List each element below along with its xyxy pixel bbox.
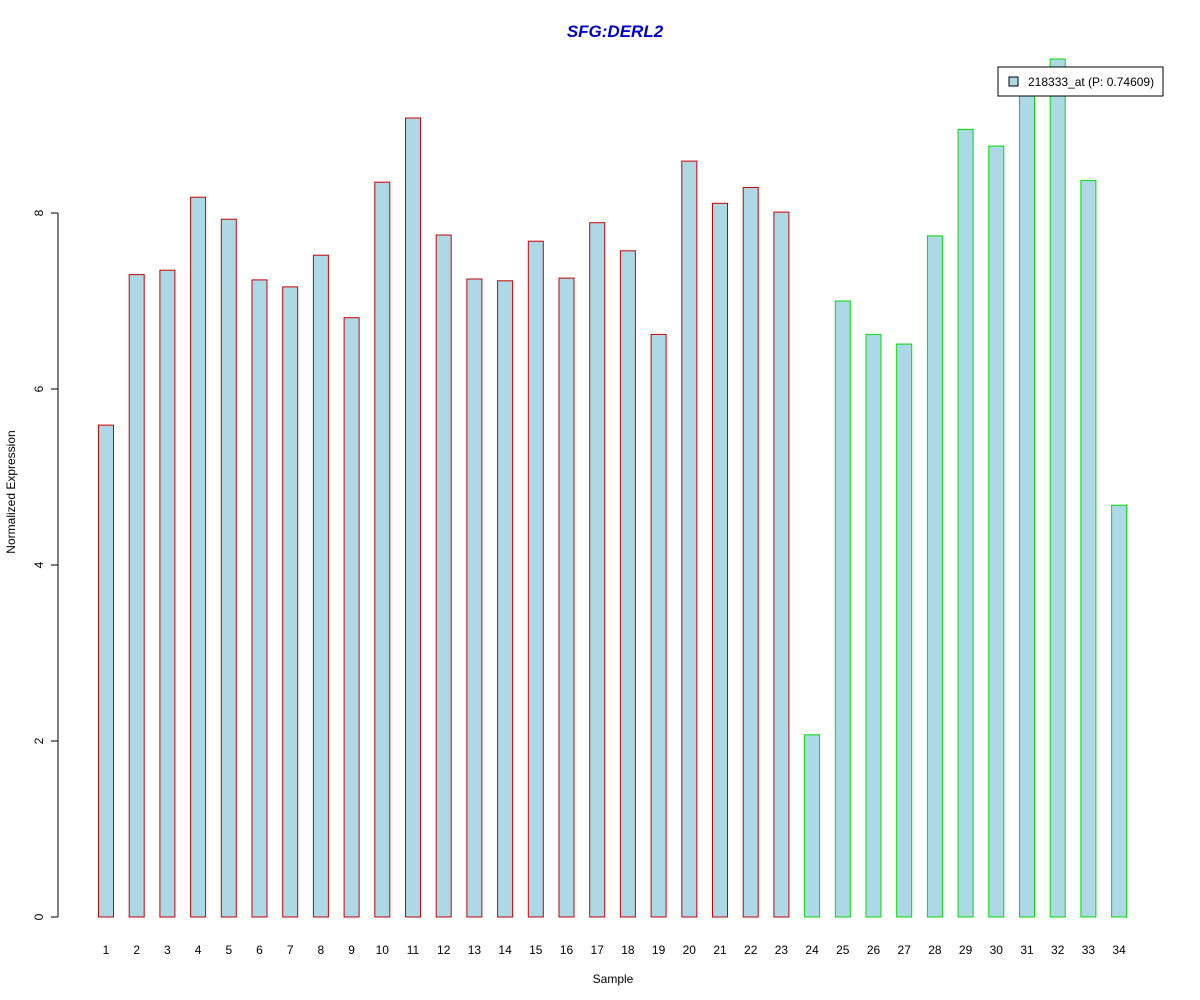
x-axis-label: Sample	[593, 972, 634, 986]
bar-sample-22	[742, 187, 759, 918]
x-tick-labels: 1 2 3 4 5 6 7 8 9 10 11 12 13 14 15 16 17 18 19 20 21 22 23 24 2…	[103, 943, 1126, 957]
bar-sample-4	[190, 196, 207, 918]
chart-title: SFG:DERL2	[567, 22, 664, 41]
bars-group	[98, 58, 1128, 918]
x-tick-label: 24	[805, 943, 819, 957]
bar-sample-7	[282, 286, 299, 918]
legend-swatch	[1008, 76, 1019, 87]
x-tick-label: 29	[959, 943, 973, 957]
bar-sample-16	[558, 277, 575, 918]
legend: 218333_at (P: 0.74609)	[997, 66, 1164, 97]
x-tick-label: 10	[376, 943, 390, 957]
x-tick-label: 15	[529, 943, 543, 957]
x-tick-label: 1	[103, 943, 110, 957]
bar-sample-10	[374, 181, 391, 918]
x-tick-label: 19	[652, 943, 666, 957]
y-tick-label: 2	[32, 737, 46, 744]
bar-sample-15	[527, 240, 544, 918]
y-tick-label: 0	[32, 913, 46, 920]
bar-sample-30	[988, 145, 1005, 918]
x-tick-label: 8	[318, 943, 325, 957]
y-axis-label: Normalized Expression	[4, 430, 18, 553]
x-tick-label: 22	[744, 943, 758, 957]
x-tick-label: 7	[287, 943, 294, 957]
bar-sample-6	[251, 279, 268, 918]
bar-sample-29	[957, 128, 974, 918]
x-tick-label: 20	[683, 943, 697, 957]
bar-sample-20	[681, 160, 698, 918]
bar-sample-33	[1080, 179, 1097, 918]
bar-sample-18	[619, 250, 636, 918]
bar-sample-32	[1049, 58, 1066, 918]
x-tick-label: 31	[1020, 943, 1034, 957]
x-tick-label: 2	[133, 943, 140, 957]
x-tick-label: 3	[164, 943, 171, 957]
bar-sample-25	[834, 300, 851, 918]
bar-sample-12	[435, 234, 452, 918]
x-tick-label: 4	[195, 943, 202, 957]
x-tick-label: 23	[775, 943, 789, 957]
x-tick-label: 6	[256, 943, 263, 957]
x-tick-label: 5	[225, 943, 232, 957]
x-tick-label: 25	[836, 943, 850, 957]
x-tick-label: 27	[898, 943, 912, 957]
bar-sample-31	[1019, 91, 1035, 918]
bar-sample-21	[712, 202, 728, 918]
x-tick-label: 18	[621, 943, 635, 957]
x-tick-label: 11	[407, 943, 420, 957]
bar-sample-2	[128, 274, 145, 918]
bar-sample-19	[650, 333, 667, 918]
x-tick-label: 14	[498, 943, 512, 957]
x-tick-label: 26	[867, 943, 881, 957]
x-tick-label: 32	[1051, 943, 1065, 957]
x-tick-label: 28	[928, 943, 942, 957]
bar-sample-24	[804, 734, 821, 918]
bar-sample-26	[865, 333, 882, 918]
x-tick-label: 34	[1112, 943, 1126, 957]
x-tick-label: 13	[468, 943, 482, 957]
y-tick-label: 8	[32, 209, 46, 216]
bar-sample-9	[343, 317, 360, 918]
x-tick-label: 30	[990, 943, 1004, 957]
bar-sample-8	[312, 254, 329, 918]
x-tick-label: 9	[348, 943, 355, 957]
x-tick-label: 21	[713, 943, 727, 957]
x-tick-label: 33	[1082, 943, 1096, 957]
bar-sample-14	[497, 280, 514, 918]
x-tick-label: 16	[560, 943, 574, 957]
bar-sample-11	[405, 117, 421, 918]
y-tick-label: 4	[32, 561, 46, 568]
bar-sample-3	[159, 269, 176, 918]
bar-sample-17	[589, 222, 606, 918]
bar-sample-23	[773, 211, 790, 918]
bar-sample-13	[466, 278, 483, 918]
bar-sample-28	[926, 235, 943, 918]
y-axis: 0 2 4 6 8	[32, 209, 59, 920]
legend-box	[997, 66, 1164, 97]
legend-label: 218333_at (P: 0.74609)	[1028, 75, 1154, 89]
bar-sample-5	[220, 218, 237, 918]
x-tick-label: 12	[437, 943, 451, 957]
y-tick-label: 6	[32, 385, 46, 392]
bar-sample-1	[98, 424, 114, 918]
x-tick-label: 17	[591, 943, 605, 957]
bar-sample-27	[896, 343, 913, 918]
bar-sample-34	[1111, 504, 1128, 918]
